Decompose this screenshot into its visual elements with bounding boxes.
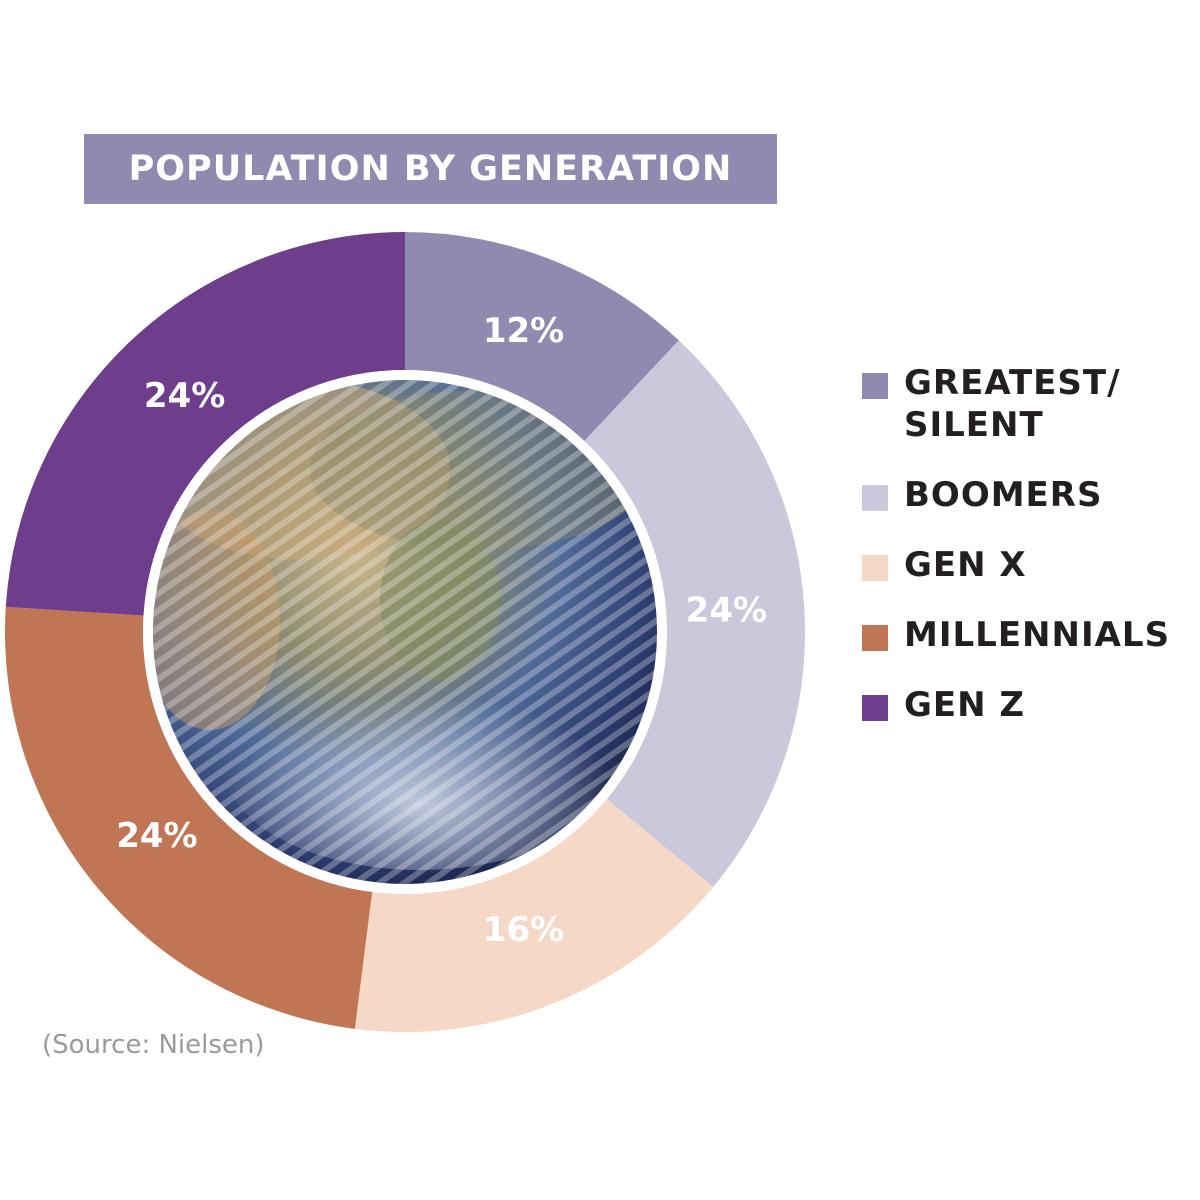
donut-slice: [584, 340, 805, 887]
legend-swatch: [862, 625, 888, 651]
slice-data-label: 12%: [483, 311, 564, 351]
chart-title: POPULATION BY GENERATION: [128, 149, 733, 189]
legend-label: GREATEST/ SILENT: [904, 363, 1121, 445]
legend-label: MILLENNIALS: [904, 615, 1171, 655]
chart-title-box: POPULATION BY GENERATION: [84, 134, 777, 204]
donut-slice: [405, 232, 679, 442]
chart-legend: GREATEST/ SILENT BOOMERS GEN X MILLENNIA…: [862, 362, 1197, 754]
legend-label: GEN X: [904, 545, 1027, 585]
source-note: (Source: Nielsen): [42, 1030, 265, 1060]
legend-item: GREATEST/ SILENT: [862, 362, 1197, 446]
legend-item: MILLENNIALS: [862, 614, 1197, 656]
slice-data-label: 24%: [144, 376, 225, 416]
donut-slice: [354, 799, 714, 1032]
slice-data-label: 24%: [116, 816, 197, 856]
legend-item: BOOMERS: [862, 474, 1197, 516]
donut-slice: [5, 231, 406, 616]
legend-swatch: [862, 695, 888, 721]
donut-slice: [5, 606, 373, 1029]
slice-data-label: 16%: [483, 910, 564, 950]
legend-swatch: [862, 373, 888, 399]
slice-data-label: 24%: [686, 590, 767, 630]
legend-label: GEN Z: [904, 685, 1026, 725]
legend-item: GEN Z: [862, 684, 1197, 726]
legend-item: GEN X: [862, 544, 1197, 586]
legend-swatch: [862, 555, 888, 581]
legend-label: BOOMERS: [904, 475, 1103, 515]
legend-swatch: [862, 485, 888, 511]
